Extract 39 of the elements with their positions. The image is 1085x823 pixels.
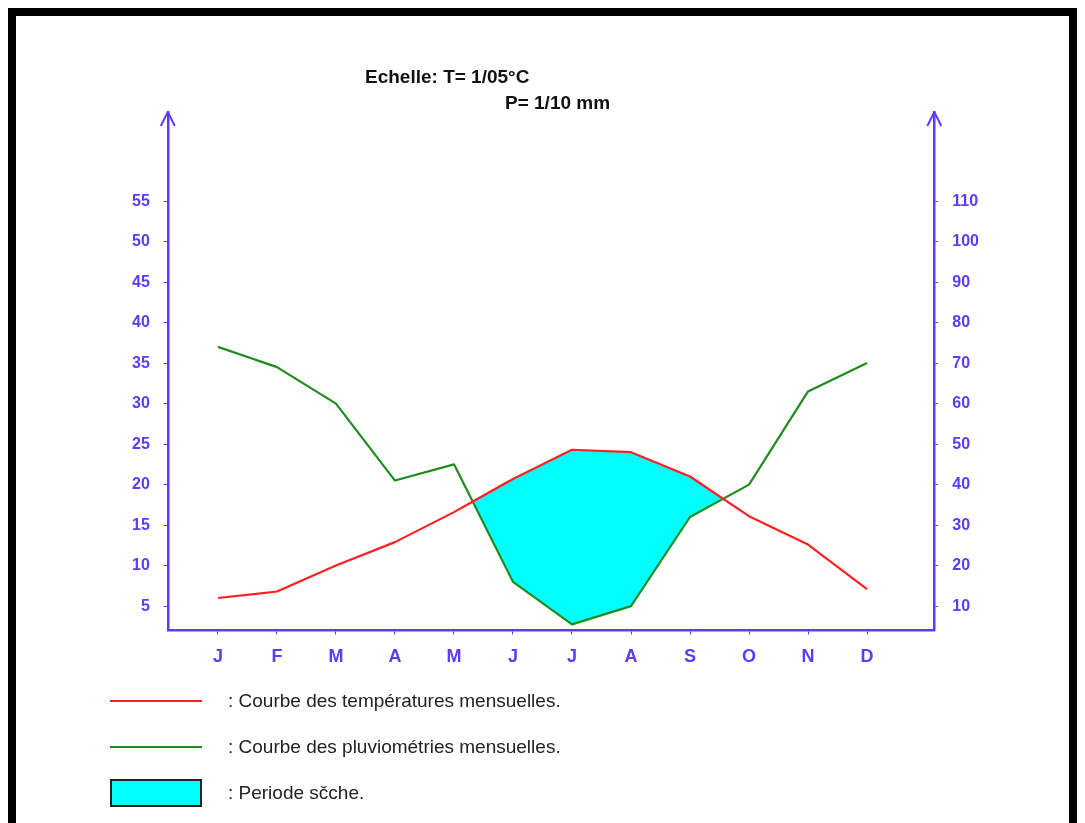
y-tick-label: 15 (132, 515, 150, 533)
y-tick-label: 40 (132, 313, 150, 331)
y-tick-label: 35 (132, 353, 150, 371)
x-tick-label: M (446, 646, 462, 667)
y2-tick-label: 80 (952, 313, 971, 331)
chart-subtitle: P= 1/10 mm (505, 92, 611, 114)
y-tick-label: 20 (132, 475, 150, 493)
x-tick-label: S (684, 646, 697, 667)
y-tick-label: 50 (132, 232, 150, 250)
y2-tick-label: 60 (952, 394, 971, 412)
y2-tick-label: 110 (952, 191, 979, 209)
y-tick-label: 5 (140, 596, 150, 614)
x-tick-label: D (860, 646, 874, 667)
text: : Periode sčche. (228, 782, 365, 804)
y2-tick-label: 40 (952, 475, 971, 493)
y-tick-label: 30 (132, 394, 150, 412)
y2-tick-label: 20 (952, 556, 971, 574)
y2-tick-label: 100 (952, 232, 980, 250)
x-tick-label: A (388, 646, 402, 667)
y2-tick-label: 10 (952, 596, 971, 614)
y-tick-label: 45 (132, 272, 150, 290)
y-tick-label: 25 (132, 434, 150, 452)
legend-label: : Courbe des températures mensuelles. (228, 690, 561, 712)
y-tick-label: 10 (132, 556, 150, 574)
x-tick-label: J (212, 646, 223, 667)
x-tick-label: F (271, 646, 283, 667)
legend-label: : Courbe des pluviométries mensuelles. (228, 736, 561, 758)
y2-tick-label: 30 (952, 515, 971, 533)
x-tick-label: J (566, 646, 578, 667)
y2-tick-label: 90 (952, 272, 971, 290)
chart-title: Echelle: T= 1/05°C (365, 66, 530, 88)
x-tick-label: M (328, 646, 344, 667)
x-tick-label: O (742, 646, 757, 667)
x-tick-label: N (801, 646, 815, 667)
y2-tick-label: 70 (952, 353, 971, 371)
y-tick-label: 55 (132, 191, 150, 209)
x-tick-label: A (624, 646, 638, 667)
y2-tick-label: 50 (952, 434, 971, 452)
x-tick-label: J (507, 646, 518, 667)
